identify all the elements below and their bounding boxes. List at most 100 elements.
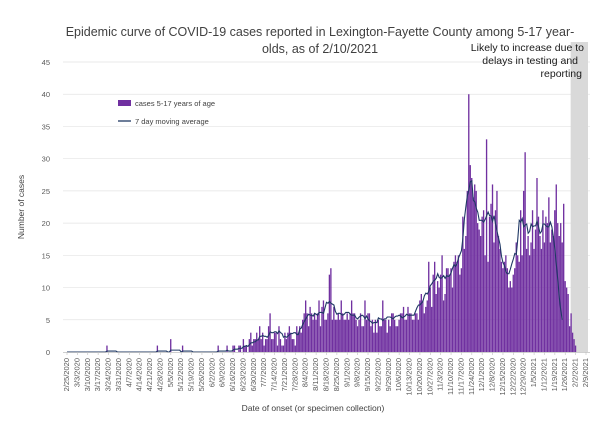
- x-tick-label: 7/21/2020: [280, 358, 289, 391]
- annotation-line-1: Likely to increase due to: [471, 42, 584, 54]
- bar: [336, 319, 338, 352]
- bar: [451, 287, 454, 352]
- bar: [299, 326, 301, 352]
- bar: [350, 300, 353, 352]
- bar: [349, 313, 351, 352]
- x-tick-label: 2/25/2020: [62, 358, 71, 391]
- x-tick-label: 9/15/2020: [363, 358, 372, 391]
- bar: [434, 261, 436, 352]
- bar: [514, 268, 516, 352]
- x-tick-label: 10/20/2020: [415, 358, 424, 396]
- bar: [340, 300, 342, 352]
- x-tick-label: 1/19/2021: [550, 358, 559, 391]
- bar: [428, 261, 430, 352]
- bar: [561, 242, 563, 352]
- x-tick-label: 12/29/2020: [519, 358, 528, 396]
- bar: [525, 248, 528, 352]
- y-tick-label: 40: [42, 90, 50, 99]
- x-axis-label: Date of onset (or specimen collection): [242, 403, 385, 413]
- bar: [315, 319, 317, 352]
- bar: [278, 326, 280, 352]
- bar: [392, 313, 394, 352]
- bar: [571, 332, 574, 352]
- bar: [531, 210, 534, 352]
- bar: [462, 216, 464, 352]
- bar: [388, 319, 390, 352]
- bar: [342, 313, 344, 352]
- bar: [281, 345, 283, 352]
- bar: [170, 339, 172, 352]
- bar: [359, 313, 362, 352]
- x-tick-label: 6/30/2020: [249, 358, 258, 391]
- bar: [330, 268, 332, 352]
- bar: [358, 319, 360, 352]
- x-tick-label: 9/29/2020: [384, 358, 393, 391]
- bar: [385, 319, 387, 352]
- bar: [391, 313, 393, 352]
- bar: [251, 345, 253, 352]
- bar: [502, 268, 504, 352]
- bar: [337, 313, 339, 352]
- bar: [273, 332, 276, 352]
- bar: [294, 345, 296, 352]
- bar: [327, 313, 329, 352]
- x-tick-label: 3/17/2020: [93, 358, 102, 391]
- bar: [463, 248, 465, 352]
- bar: [293, 339, 295, 352]
- bar: [485, 139, 488, 352]
- bar: [321, 306, 323, 352]
- bar: [560, 223, 562, 352]
- x-tick-label: 5/26/2020: [197, 358, 206, 391]
- bar: [414, 313, 417, 352]
- bar: [348, 319, 350, 352]
- x-tick-label: 11/10/2020: [446, 358, 455, 395]
- bar: [334, 319, 336, 352]
- bar: [325, 319, 328, 352]
- bar: [356, 326, 359, 352]
- bar: [302, 319, 304, 352]
- x-tick-label: 3/3/2020: [72, 358, 81, 387]
- bar: [552, 236, 554, 352]
- bar: [520, 210, 522, 352]
- x-tick-label: 11/17/2020: [456, 358, 465, 395]
- bar: [309, 306, 311, 352]
- bar: [310, 313, 313, 352]
- bar: [490, 203, 492, 352]
- bar: [284, 332, 286, 352]
- bar: [524, 152, 526, 352]
- x-tick-label: 4/21/2020: [145, 358, 154, 391]
- bar: [260, 339, 262, 352]
- x-tick-label: 8/4/2020: [301, 358, 310, 387]
- bar: [352, 313, 354, 352]
- x-tick-label: 3/31/2020: [114, 358, 123, 391]
- bar: [551, 229, 553, 352]
- bar: [272, 339, 274, 352]
- x-tick-label: 12/22/2020: [508, 358, 517, 396]
- x-tick-label: 1/5/2021: [529, 358, 538, 387]
- bar: [296, 326, 298, 352]
- legend-label-moving-average: 7 day moving average: [135, 117, 209, 126]
- bar: [261, 332, 264, 352]
- bar: [232, 345, 234, 352]
- bar: [307, 326, 310, 352]
- bar: [417, 319, 420, 352]
- x-tick-label: 3/24/2020: [104, 358, 113, 391]
- x-tick-label: 4/14/2020: [135, 358, 144, 391]
- bar: [361, 326, 363, 352]
- bar: [389, 326, 391, 352]
- x-tick-label: 9/22/2020: [373, 358, 382, 391]
- bar: [448, 274, 451, 352]
- bar: [287, 332, 289, 352]
- bar: [304, 300, 307, 352]
- x-tick-label: 1/26/2021: [560, 358, 569, 391]
- bar: [511, 287, 513, 352]
- bar: [497, 236, 500, 352]
- bar: [322, 300, 325, 352]
- bar: [426, 300, 428, 352]
- bar: [398, 319, 400, 352]
- bar: [291, 339, 293, 352]
- bar: [297, 332, 299, 352]
- bar: [328, 274, 331, 352]
- x-tick-label: 6/9/2020: [218, 358, 227, 387]
